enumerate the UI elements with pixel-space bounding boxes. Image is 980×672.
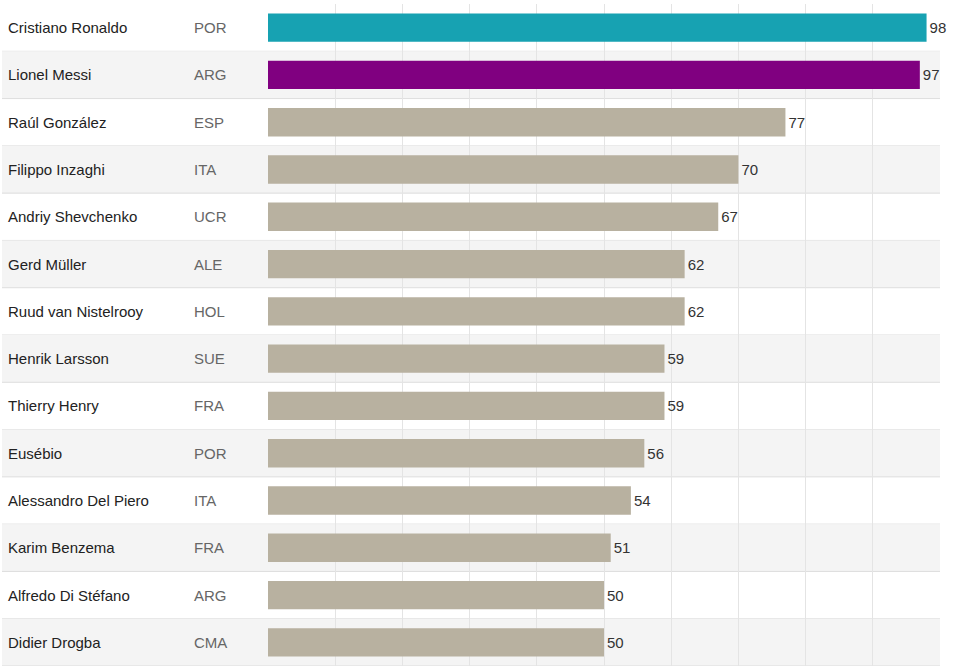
svg-text:50: 50 (607, 587, 624, 604)
svg-text:62: 62 (688, 256, 705, 273)
svg-text:Raúl González: Raúl González (8, 114, 106, 131)
svg-text:Thierry Henry: Thierry Henry (8, 397, 99, 414)
svg-text:Gerd Müller: Gerd Müller (8, 256, 86, 273)
svg-text:FRA: FRA (194, 397, 224, 414)
svg-text:97: 97 (923, 66, 940, 83)
svg-text:ITA: ITA (194, 492, 216, 509)
svg-text:ALE: ALE (194, 256, 222, 273)
svg-text:Karim Benzema: Karim Benzema (8, 539, 115, 556)
svg-text:Alfredo Di Stéfano: Alfredo Di Stéfano (8, 587, 130, 604)
svg-text:Andriy Shevchenko: Andriy Shevchenko (8, 208, 137, 225)
svg-text:56: 56 (647, 445, 664, 462)
svg-text:Didier Drogba: Didier Drogba (8, 634, 101, 651)
svg-text:ITA: ITA (194, 161, 216, 178)
svg-text:ESP: ESP (194, 114, 224, 131)
svg-text:POR: POR (194, 19, 227, 36)
svg-text:70: 70 (741, 161, 758, 178)
svg-text:67: 67 (721, 208, 738, 225)
svg-text:ARG: ARG (194, 587, 227, 604)
svg-text:62: 62 (688, 303, 705, 320)
svg-text:98: 98 (930, 19, 947, 36)
svg-text:77: 77 (788, 114, 805, 131)
svg-text:SUE: SUE (194, 350, 225, 367)
svg-text:FRA: FRA (194, 539, 224, 556)
svg-text:POR: POR (194, 445, 227, 462)
svg-text:51: 51 (614, 539, 631, 556)
svg-text:Filippo Inzaghi: Filippo Inzaghi (8, 161, 105, 178)
svg-text:UCR: UCR (194, 208, 227, 225)
svg-text:59: 59 (667, 397, 684, 414)
svg-text:50: 50 (607, 634, 624, 651)
svg-text:Cristiano Ronaldo: Cristiano Ronaldo (8, 19, 127, 36)
svg-text:Alessandro Del Piero: Alessandro Del Piero (8, 492, 149, 509)
svg-text:CMA: CMA (194, 634, 227, 651)
svg-text:Eusébio: Eusébio (8, 445, 62, 462)
svg-text:Ruud van Nistelrooy: Ruud van Nistelrooy (8, 303, 144, 320)
svg-text:Lionel Messi: Lionel Messi (8, 66, 91, 83)
svg-text:59: 59 (667, 350, 684, 367)
svg-text:ARG: ARG (194, 66, 227, 83)
svg-text:HOL: HOL (194, 303, 225, 320)
svg-text:Henrik Larsson: Henrik Larsson (8, 350, 109, 367)
svg-text:54: 54 (634, 492, 651, 509)
